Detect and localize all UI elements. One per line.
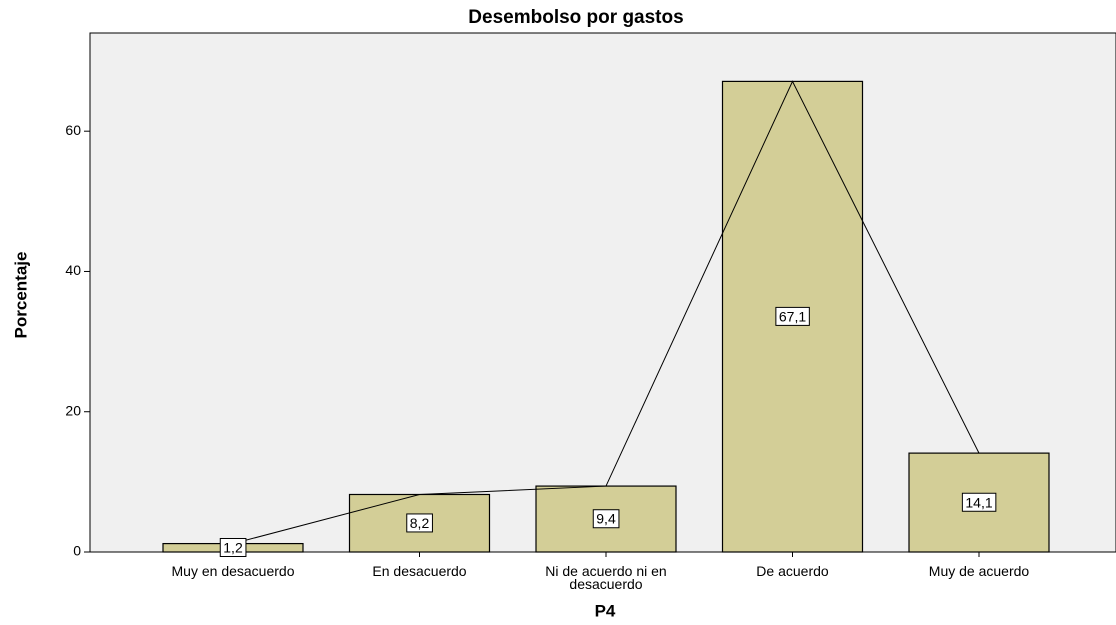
y-tick-label: 0 (73, 543, 81, 559)
x-axis-label: P4 (595, 601, 616, 620)
value-label-box (592, 509, 620, 529)
value-label: 14,1 (965, 494, 992, 510)
value-label: 1,2 (223, 539, 243, 555)
y-tick-label: 20 (65, 402, 81, 418)
x-tick-label: Muy en desacuerdo (171, 563, 295, 579)
value-label-box (775, 306, 810, 326)
x-tick-label: De acuerdo (756, 563, 829, 579)
value-label-box (961, 492, 997, 512)
value-label: 9,4 (596, 511, 616, 527)
y-tick-label: 60 (65, 122, 81, 138)
value-label: 67,1 (779, 308, 806, 324)
y-tick-label: 40 (65, 262, 81, 278)
value-label-box (219, 537, 247, 557)
y-axis-label: Porcentaje (11, 252, 30, 339)
x-tick-label: En desacuerdo (372, 563, 467, 579)
value-label: 8,2 (410, 515, 430, 531)
x-tick-label: Muy de acuerdo (928, 563, 1030, 579)
x-tick-label: Ni de acuerdo ni en desacuerdo (545, 563, 667, 592)
chart-title: Desembolso por gastos (468, 7, 683, 28)
line (232, 80, 980, 545)
value-label-box (406, 513, 433, 533)
